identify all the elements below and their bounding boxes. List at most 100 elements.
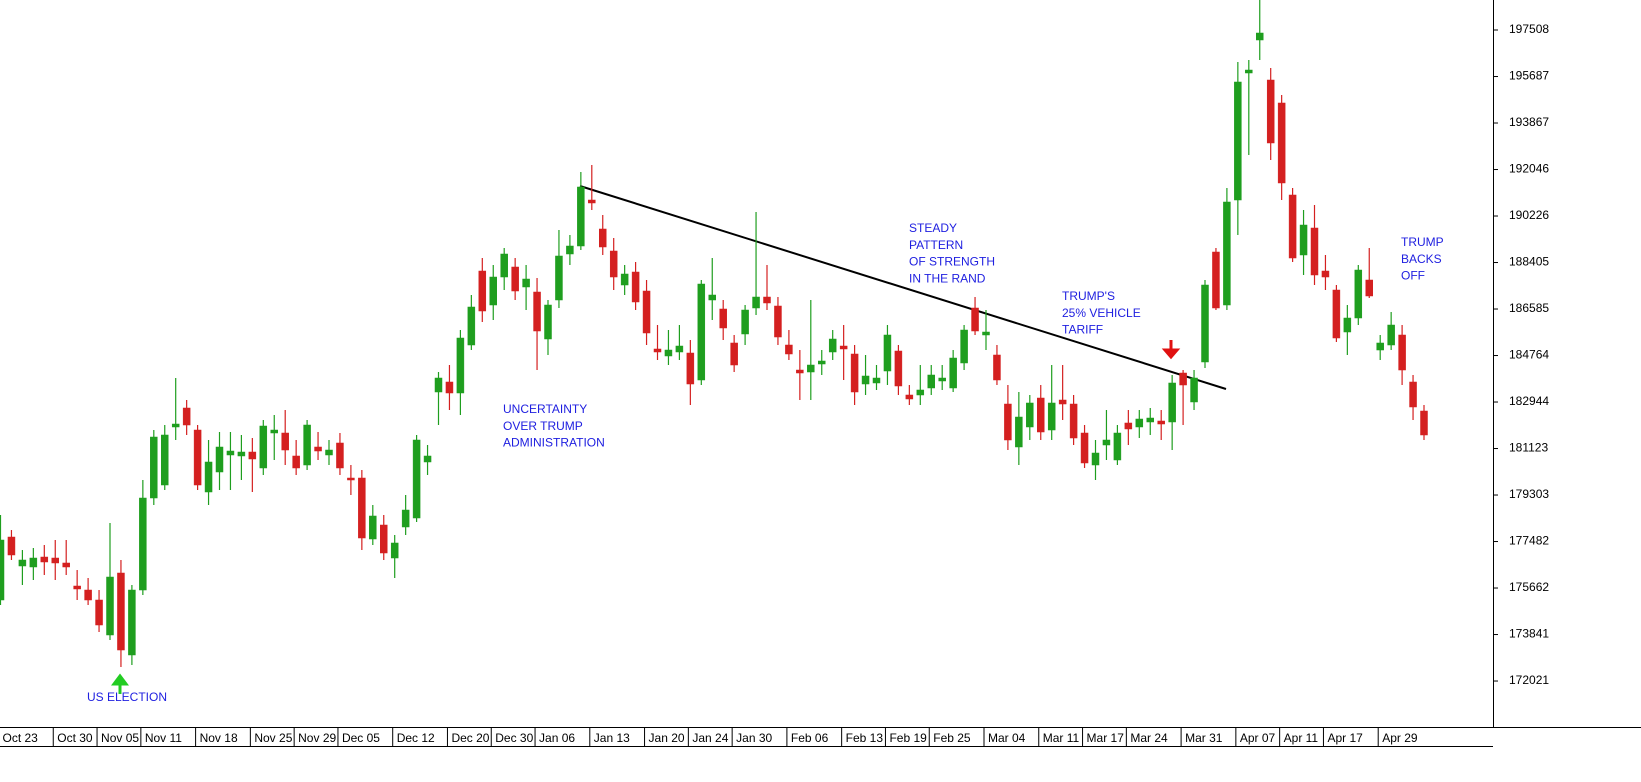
candle-body: [500, 253, 508, 278]
candle-body: [708, 294, 716, 301]
x-tick-label: Oct 30: [57, 731, 93, 745]
candle-body: [905, 394, 914, 400]
candle-body: [1037, 397, 1045, 433]
x-tick-label: Feb 06: [791, 731, 829, 745]
candle-body: [883, 334, 892, 372]
candle-body: [1398, 334, 1406, 371]
candle-body: [281, 432, 289, 451]
candle-body: [358, 477, 366, 539]
annotation: 25% VEHICLE: [1062, 306, 1141, 320]
candle-body: [1026, 402, 1034, 428]
x-tick-label: Jan 30: [736, 731, 772, 745]
candle-body: [303, 424, 311, 466]
annotation: US ELECTION: [87, 690, 167, 704]
annotation: TRUMP'S: [1062, 289, 1115, 303]
y-tick-label: 173841: [1509, 627, 1549, 641]
candle-body: [1157, 420, 1165, 425]
candle-body: [292, 455, 300, 469]
y-tick-label: 197508: [1509, 22, 1549, 36]
x-tick-label: Mar 04: [988, 731, 1026, 745]
candle-body: [741, 309, 749, 335]
candle-body: [51, 557, 59, 564]
x-tick-label: Nov 18: [200, 731, 238, 745]
candle-body: [1201, 284, 1209, 363]
candle-body: [818, 360, 826, 365]
candle-body: [1277, 102, 1286, 184]
candle-body: [18, 559, 27, 567]
annotation: OVER TRUMP: [503, 419, 583, 433]
y-tick-label: 177482: [1509, 534, 1549, 548]
candle-body: [577, 186, 585, 247]
candle-body: [29, 557, 38, 568]
y-tick-label: 175662: [1509, 580, 1549, 594]
candle-body: [511, 266, 519, 292]
candle-body: [325, 449, 333, 456]
candle-body: [467, 306, 476, 346]
candle-body: [171, 423, 180, 428]
candle-body: [423, 455, 432, 463]
candle-body: [139, 497, 147, 591]
candle-body: [1365, 279, 1373, 297]
candle-body: [1288, 194, 1297, 259]
candle-body: [73, 585, 81, 590]
x-tick-label: Oct 23: [3, 731, 39, 745]
candle-body: [1113, 432, 1122, 461]
candle-body: [872, 377, 881, 384]
annotation: OF STRENGTH: [909, 255, 995, 269]
candle-body: [95, 599, 103, 626]
candle-body: [1179, 372, 1187, 386]
candle-body: [1387, 324, 1395, 346]
candle-body: [916, 389, 925, 396]
candle-body: [664, 349, 673, 357]
candle-body: [544, 304, 552, 340]
candle-body: [182, 407, 191, 426]
candle-body: [555, 255, 563, 301]
candle-body: [927, 374, 935, 389]
candle-body: [1212, 251, 1220, 309]
x-tick-label: Nov 25: [254, 731, 292, 745]
candle-body: [117, 572, 125, 651]
y-tick-label: 182944: [1509, 394, 1549, 408]
candle-body: [270, 429, 278, 434]
candle-body: [259, 425, 268, 469]
x-tick-label: Apr 29: [1382, 731, 1418, 745]
x-tick-label: Apr 17: [1327, 731, 1363, 745]
x-tick-label: Nov 05: [101, 731, 139, 745]
candle-body: [128, 589, 136, 656]
candle-body: [215, 446, 224, 473]
candle-body: [566, 245, 574, 255]
candle-body: [1354, 269, 1363, 319]
x-tick-label: Apr 11: [1284, 731, 1319, 745]
candle-body: [850, 353, 859, 393]
candle-body: [1091, 452, 1100, 466]
trend-line: [579, 185, 1227, 390]
candle-body: [1343, 317, 1352, 333]
candle-body: [993, 354, 1001, 381]
candle-body: [796, 369, 804, 374]
candle-body: [960, 329, 968, 364]
candle-body: [347, 477, 355, 481]
x-tick-label: Jan 06: [539, 731, 575, 745]
candle-body: [1047, 402, 1056, 431]
candle-body: [204, 461, 213, 493]
candle-body: [1223, 201, 1231, 306]
candle-body: [456, 337, 465, 394]
candle-body: [533, 291, 541, 332]
candle-body: [1058, 399, 1067, 405]
candle-body: [686, 352, 695, 385]
candle-body: [1004, 403, 1012, 441]
candle-body: [380, 524, 388, 554]
candle-body: [248, 451, 257, 460]
candle-body: [938, 377, 946, 382]
candle-body: [1190, 377, 1198, 403]
candle-body: [7, 536, 16, 556]
candle-body: [1332, 289, 1341, 339]
candle-body: [0, 539, 5, 601]
candle-body: [1168, 382, 1176, 423]
candle-body: [730, 342, 738, 366]
candle-body: [631, 271, 640, 303]
candle-body: [642, 290, 651, 334]
tariff-arrow: [1161, 340, 1181, 360]
annotation: PATTERN: [909, 238, 963, 252]
candle-body: [1310, 227, 1319, 276]
